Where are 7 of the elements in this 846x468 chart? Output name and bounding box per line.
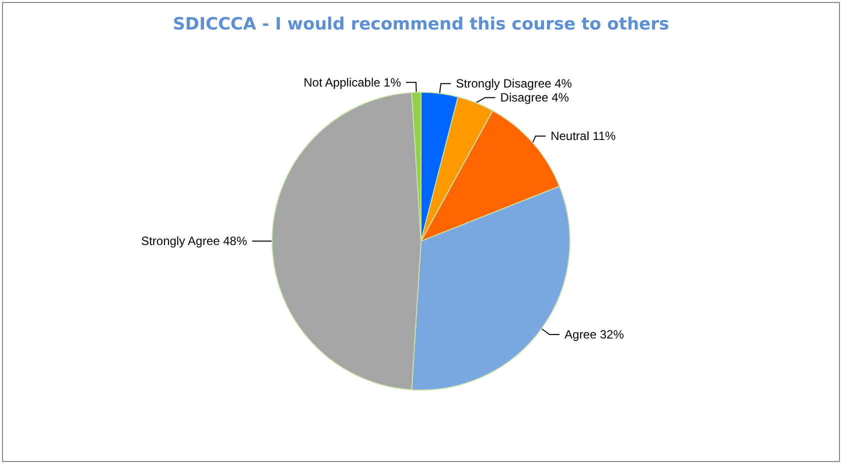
slice-label: Disagree 4% (500, 90, 570, 105)
slice-label: Strongly Disagree 4% (456, 76, 572, 91)
chart-title: SDICCCA - I would recommend this course to others (172, 14, 670, 34)
slice-label: Neutral 11% (550, 129, 616, 144)
slice-label: Strongly Agree 48% (141, 234, 248, 248)
slice-label: Agree 32% (564, 328, 624, 342)
slice-label: Not Applicable 1% (304, 75, 402, 90)
